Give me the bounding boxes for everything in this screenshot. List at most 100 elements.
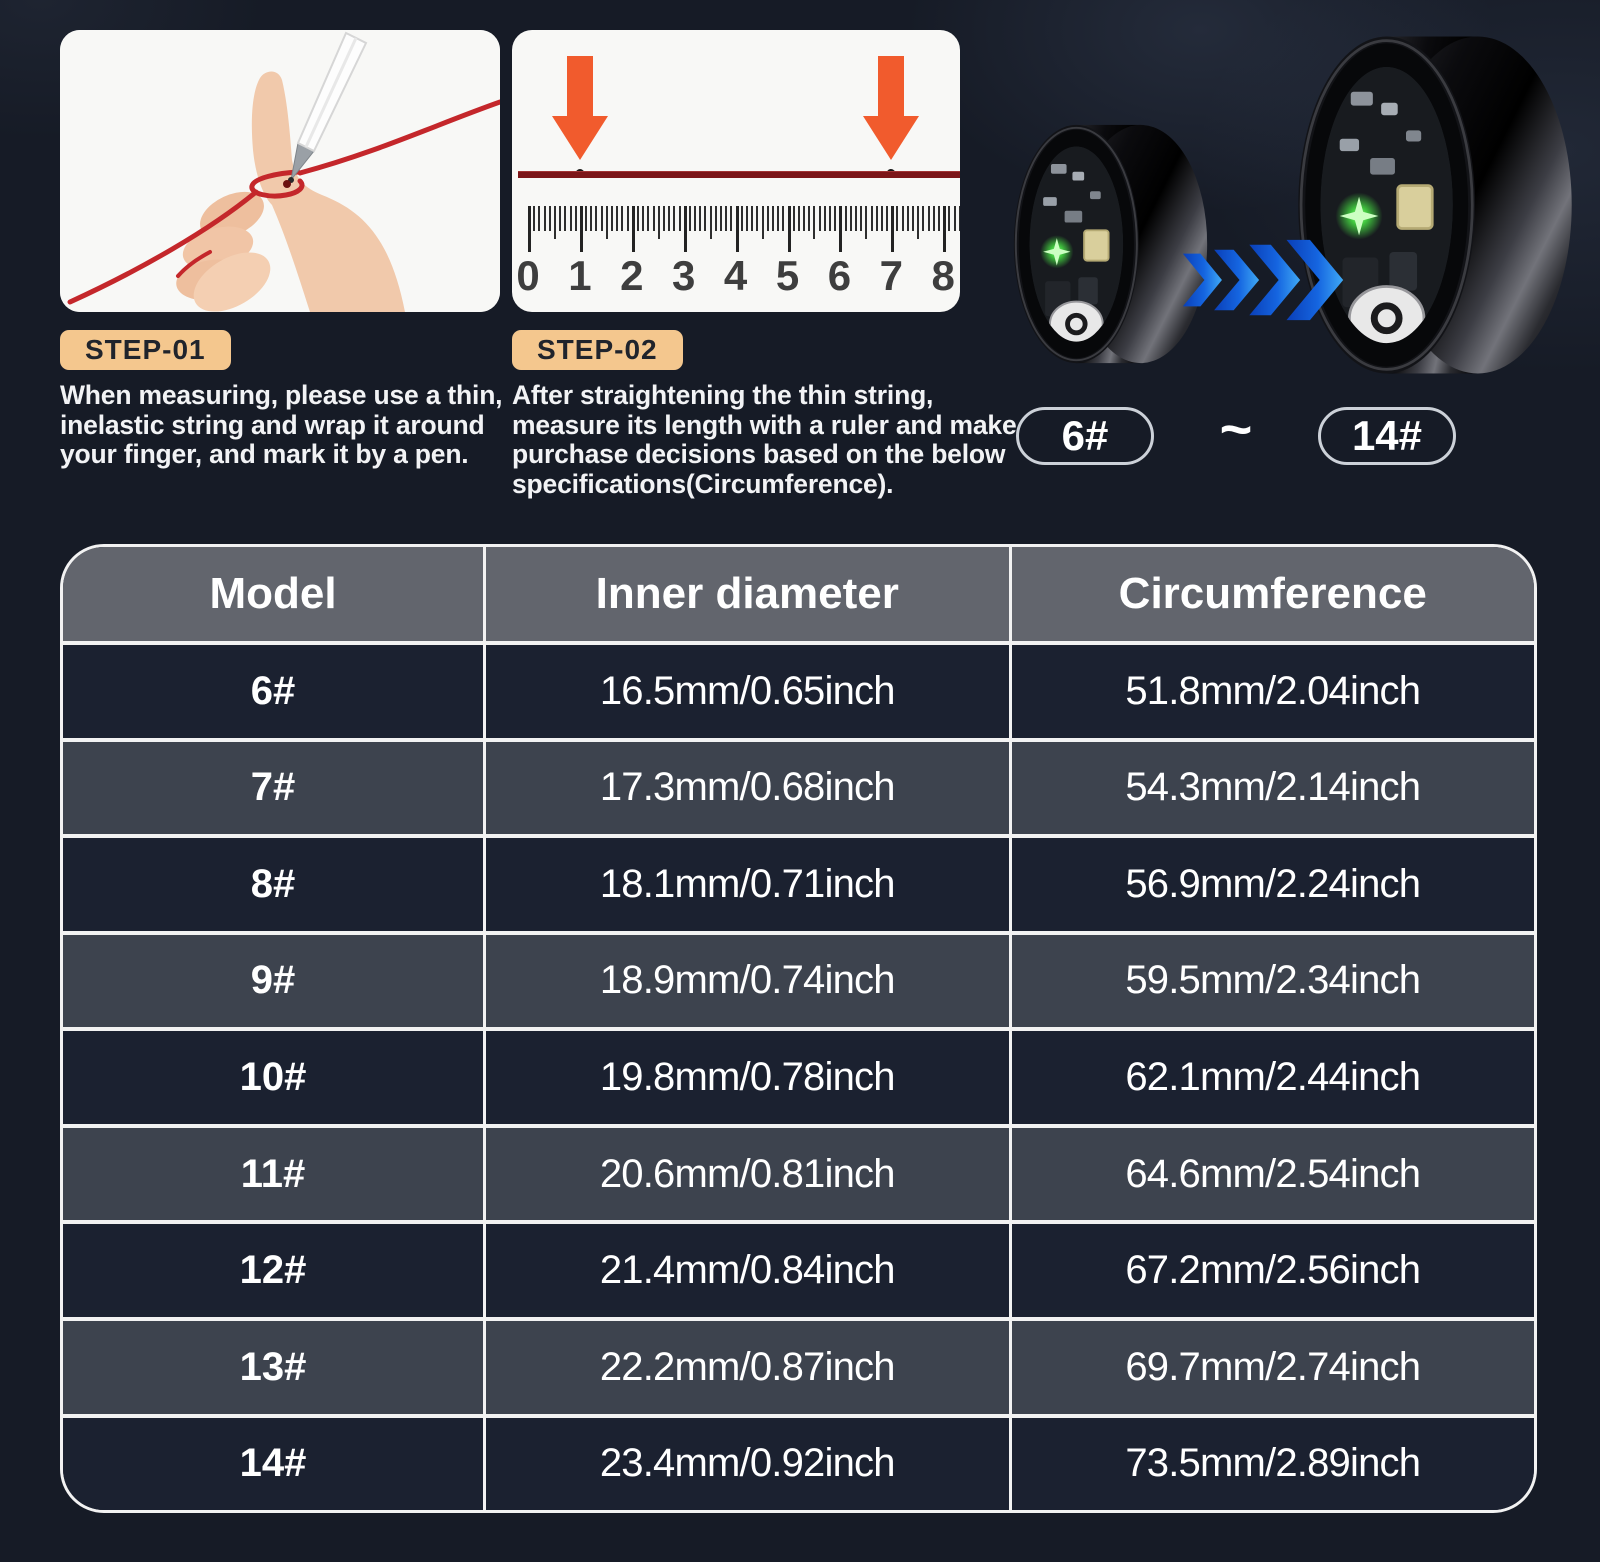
size-max-pill: 14# (1318, 407, 1456, 465)
tick-mark (751, 206, 754, 231)
circumference-cell: 69.7mm/2.74inch (1008, 1320, 1535, 1414)
tick-mark (626, 206, 629, 231)
tick-mark (818, 206, 821, 231)
circumference-cell: 59.5mm/2.34inch (1008, 934, 1535, 1028)
tick-mark (839, 206, 843, 252)
tick-mark (771, 206, 774, 231)
tick-mark (948, 206, 951, 231)
tick-mark (657, 206, 660, 239)
tick-mark (548, 206, 551, 231)
circumference-cell: 56.9mm/2.24inch (1008, 838, 1535, 931)
table-row: 12# 21.4mm/0.84inch 67.2mm/2.56inch (63, 1220, 1534, 1317)
tick-mark (553, 206, 556, 239)
tick-mark (704, 206, 707, 231)
tick-mark (662, 206, 665, 231)
circumference-cell: 67.2mm/2.56inch (1008, 1224, 1535, 1317)
hand-shape (176, 71, 405, 312)
circumference-cell: 51.8mm/2.04inch (1008, 645, 1535, 738)
tick-mark (636, 206, 639, 231)
tick-mark (854, 206, 857, 231)
tick-mark (590, 206, 593, 231)
smart-ring-large (1290, 22, 1580, 388)
tick-mark (829, 206, 832, 231)
tick-mark (611, 206, 614, 231)
table-row: 8# 18.1mm/0.71inch 56.9mm/2.24inch (63, 834, 1534, 931)
tick-mark (901, 206, 904, 231)
ruler-number: 5 (775, 252, 800, 299)
tick-mark (823, 206, 826, 231)
inner-diameter-cell: 23.4mm/0.92inch (483, 1417, 1009, 1510)
tick-mark (579, 206, 583, 252)
ruler-number: 7 (879, 252, 903, 299)
tick-mark (932, 206, 935, 231)
marker-pen (283, 31, 368, 188)
tick-mark (917, 206, 920, 239)
tick-mark (559, 206, 562, 231)
tick-mark (595, 206, 598, 231)
tick-mark (943, 206, 947, 252)
down-arrow-icon (863, 56, 920, 160)
tick-mark (803, 206, 806, 231)
circumference-cell: 62.1mm/2.44inch (1008, 1031, 1535, 1124)
tick-mark (777, 206, 780, 231)
red-string-right (297, 99, 500, 176)
tick-mark (880, 206, 883, 231)
tick-mark (668, 206, 671, 231)
tick-mark (678, 206, 681, 231)
size-range-tilde: ~ (1219, 397, 1253, 460)
ruler-number: 6 (827, 252, 852, 299)
tick-mark (870, 206, 873, 231)
model-cell: 11# (240, 1151, 306, 1196)
tick-mark (585, 206, 588, 231)
inner-diameter-cell: 20.6mm/0.81inch (483, 1127, 1009, 1221)
tick-mark (725, 206, 728, 231)
hand-photo-illustration (60, 30, 500, 312)
table-row: 10# 19.8mm/0.78inch 62.1mm/2.44inch (63, 1027, 1534, 1124)
model-cell: 10# (239, 1055, 307, 1100)
tick-mark (740, 206, 743, 231)
tick-mark (616, 206, 619, 231)
inner-diameter-cell: 19.8mm/0.78inch (483, 1031, 1009, 1124)
table-row: 11# 20.6mm/0.81inch 64.6mm/2.54inch (63, 1123, 1534, 1221)
ruler-number: 3 (672, 252, 696, 299)
tick-mark (621, 206, 624, 231)
table-row: 13# 22.2mm/0.87inch 69.7mm/2.74inch (63, 1316, 1535, 1414)
ruler-number: 8 (931, 252, 955, 299)
tick-mark (782, 206, 785, 231)
column-header-model: Model (209, 569, 337, 618)
tick-mark (865, 206, 868, 239)
tick-mark (574, 206, 577, 231)
step-02-badge: STEP-02 (512, 330, 683, 370)
model-cell: 13# (239, 1344, 307, 1389)
tick-mark (631, 206, 635, 252)
model-cell: 7# (250, 765, 296, 810)
red-string-left (67, 169, 305, 305)
tick-mark (528, 206, 531, 252)
tick-mark (745, 206, 748, 231)
tick-mark (808, 206, 811, 231)
tick-mark (688, 206, 691, 231)
tick-mark (605, 206, 608, 239)
inner-diameter-cell: 21.4mm/0.84inch (483, 1224, 1009, 1317)
tick-mark (533, 206, 536, 231)
tick-mark (953, 206, 956, 231)
tick-mark (834, 206, 837, 231)
tick-mark (735, 206, 739, 252)
tick-mark (766, 206, 769, 231)
model-cell: 9# (250, 958, 296, 1003)
inner-diameter-cell: 17.3mm/0.68inch (483, 741, 1009, 835)
tick-mark (813, 206, 816, 239)
inner-diameter-cell: 16.5mm/0.65inch (483, 645, 1009, 738)
step-01-text: When measuring, please use a thin, inela… (60, 380, 503, 469)
inner-diameter-cell: 22.2mm/0.87inch (483, 1320, 1009, 1414)
tick-mark (564, 206, 567, 231)
tick-mark (709, 206, 712, 239)
tick-mark (538, 206, 541, 231)
ruler-number: 0 (516, 252, 540, 299)
tick-mark (938, 206, 940, 231)
tick-mark (761, 206, 764, 239)
tick-mark (891, 206, 895, 252)
tick-mark (797, 206, 800, 231)
